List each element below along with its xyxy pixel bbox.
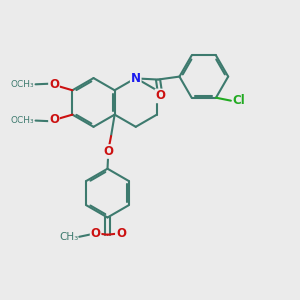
Text: OCH₃: OCH₃: [11, 116, 34, 125]
Text: Cl: Cl: [232, 94, 245, 107]
Text: O: O: [155, 89, 165, 102]
Text: CH₃: CH₃: [59, 232, 78, 242]
Text: O: O: [91, 227, 100, 240]
Text: N: N: [131, 72, 141, 85]
Text: O: O: [49, 113, 59, 127]
Text: O: O: [49, 78, 59, 92]
Text: OCH₃: OCH₃: [11, 80, 34, 89]
Text: O: O: [103, 145, 113, 158]
Text: O: O: [116, 227, 126, 240]
